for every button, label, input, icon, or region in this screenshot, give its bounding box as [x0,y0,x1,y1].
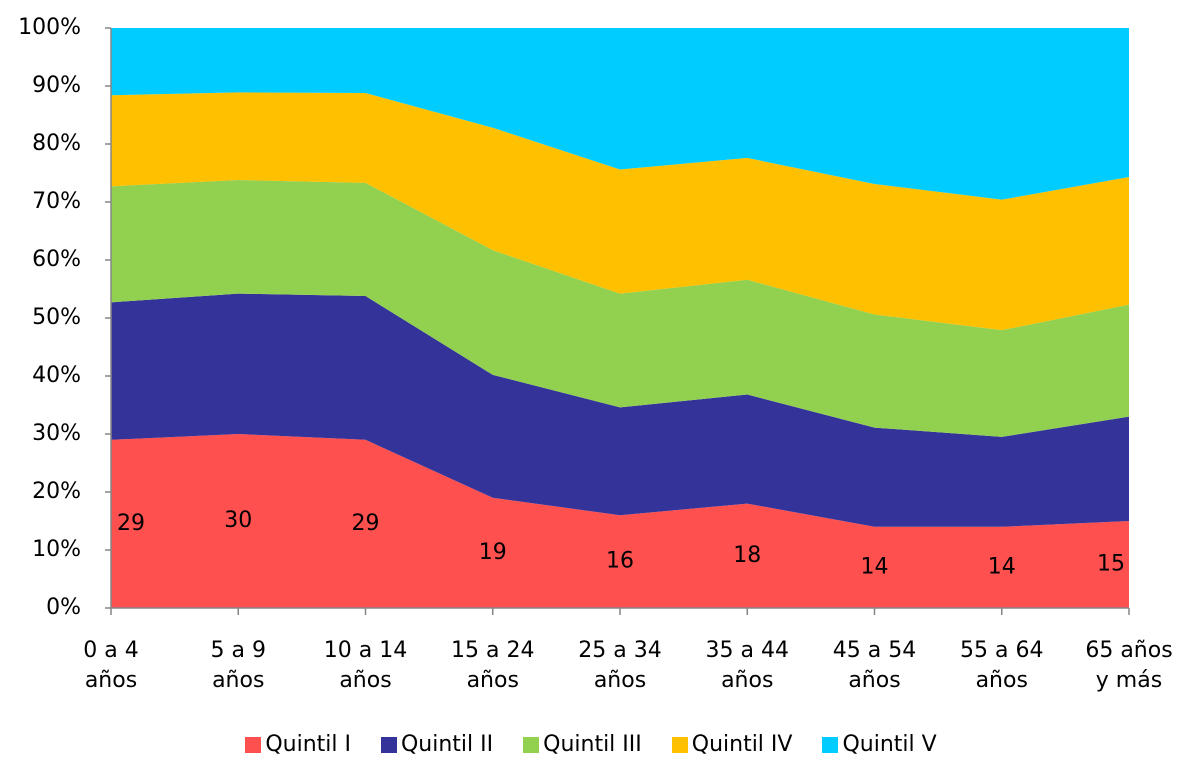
legend-label: Quintil V [842,732,937,757]
x-tick-label: 5 a 9 años [210,638,266,693]
legend-swatch [523,736,540,753]
y-tick-label: 80% [32,131,81,156]
legend-item: Quintil I [245,732,351,757]
data-label: 14 [988,554,1016,579]
data-label: 30 [224,508,252,533]
y-tick-label: 90% [32,73,81,98]
data-label: 29 [117,511,145,536]
legend-swatch [822,736,839,753]
x-tick-label: 35 a 44 años [705,638,789,693]
data-label: 19 [479,540,507,565]
data-label: 14 [861,554,889,579]
y-tick-label: 30% [32,421,81,446]
y-tick-label: 40% [32,363,81,388]
area [111,179,1129,437]
y-tick-label: 60% [32,247,81,272]
legend-label: Quintil IV [691,732,793,757]
y-tick-label: 10% [32,537,81,562]
y-tick-label: 50% [32,305,81,330]
legend-item: Quintil II [380,732,494,757]
legend-item: Quintil V [822,732,937,757]
y-tick-label: 100% [18,15,81,40]
legend-label: Quintil II [400,732,494,757]
y-tick-label: 20% [32,479,81,504]
legend-label: Quintil I [265,732,351,757]
legend: Quintil I Quintil II Quintil III Quintil IV… [0,732,1182,757]
legend-swatch [671,736,688,753]
area [111,434,1129,608]
legend-swatch [245,736,262,753]
legend-item: Quintil III [523,732,642,757]
x-tick-label: 45 a 54 años [832,638,917,693]
data-label: 18 [733,543,761,568]
data-label: 16 [606,549,634,574]
x-tick-label: 10 a 14 años [323,638,408,693]
x-tick-label: 55 a 64 años [960,638,1044,693]
x-tick-label: 15 a 24 años [451,638,535,693]
legend-label: Quintil III [543,732,642,757]
y-tick-label: 0% [46,595,81,620]
x-tick-label: 0 a 4 años [83,638,139,693]
legend-item: Quintil IV [671,732,793,757]
area [111,28,1129,200]
data-label: 15 [1097,552,1125,577]
data-label: 29 [352,511,380,536]
legend-swatch [380,736,397,753]
x-tick-label: 65 años y más [1085,638,1173,693]
area [111,293,1129,527]
area [111,92,1129,331]
x-tick-label: 25 a 34 años [578,638,662,693]
y-tick-label: 70% [32,189,81,214]
